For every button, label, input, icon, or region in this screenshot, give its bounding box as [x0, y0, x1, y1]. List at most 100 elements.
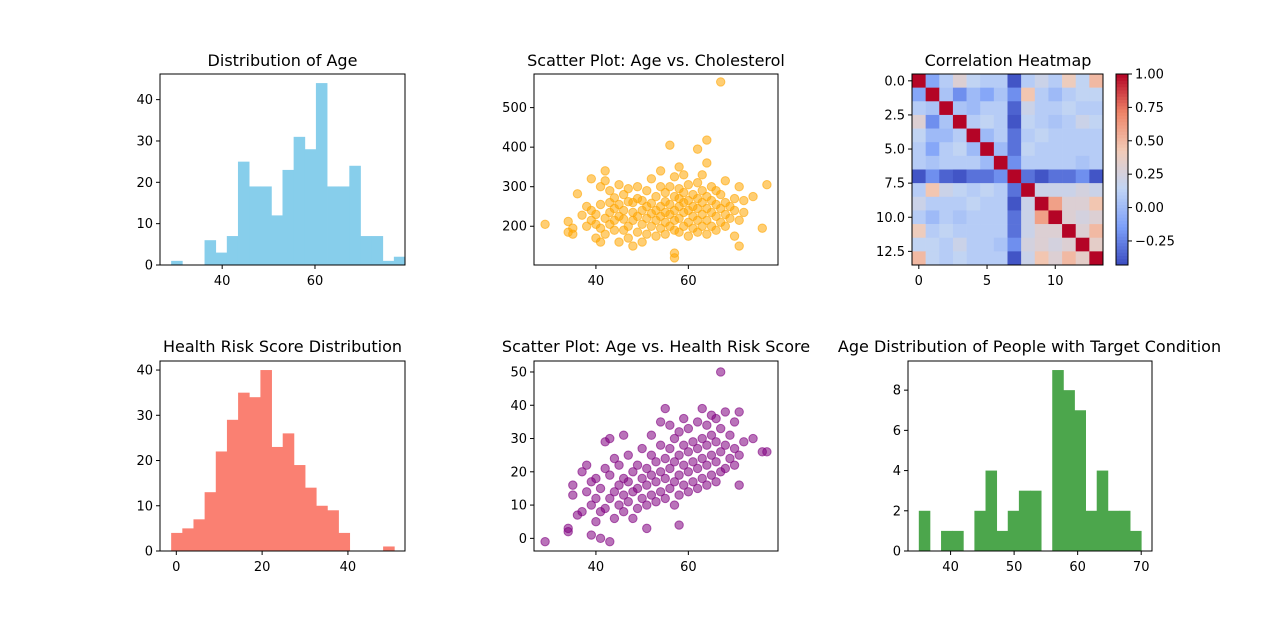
- heatmap-cell: [1075, 251, 1090, 266]
- histogram-bar: [393, 256, 406, 265]
- scatter-point: [674, 470, 684, 480]
- x-tick-label: 60: [680, 274, 697, 289]
- scatter-point: [669, 457, 680, 467]
- axes-frame: [533, 360, 779, 552]
- chart-title: Health Risk Score Distribution: [163, 337, 402, 356]
- heatmap-cell: [1075, 128, 1090, 143]
- scatter-point: [581, 487, 592, 497]
- histogram-bar: [171, 532, 183, 551]
- heatmap-cell: [980, 101, 995, 116]
- scatter-point: [725, 453, 735, 464]
- axes-frame: [911, 73, 1104, 266]
- y-tick-label: 40: [136, 93, 153, 108]
- heatmap-cell: [925, 183, 940, 198]
- correlation-heatmap-panel: Correlation Heatmap 0 5 10 0.0 2.5 5.0 7.5 10.0…: [876, 51, 1175, 289]
- heatmap-cell: [966, 155, 981, 170]
- scatter-point: [720, 176, 731, 186]
- scatter-point: [591, 473, 601, 484]
- scatter-point: [702, 480, 712, 490]
- histogram-bar: [171, 260, 183, 265]
- scatter-point: [660, 403, 670, 414]
- heatmap-cell: [1062, 155, 1077, 170]
- y-tick-label: 10.0: [876, 211, 905, 226]
- histogram-bar: [1118, 510, 1131, 551]
- colorbar-segment: [1116, 96, 1128, 100]
- scatter-point: [711, 457, 721, 467]
- histogram-bar: [260, 186, 272, 265]
- heatmap-cell: [952, 74, 967, 88]
- heatmap-cell: [939, 224, 954, 239]
- scatter-point: [748, 191, 758, 202]
- age-histogram-panel: Distribution of Age 40 60 0 10 20 30 40: [136, 51, 406, 289]
- heatmap-cell: [1048, 87, 1063, 102]
- heatmap-cell: [952, 155, 967, 170]
- colorbar-segment: [1116, 194, 1128, 199]
- heatmap-cell: [1021, 237, 1036, 252]
- scatter-point: [600, 503, 610, 514]
- histogram-bar: [1130, 530, 1142, 551]
- x-tick-label: 40: [942, 560, 959, 575]
- heatmap-cell: [1075, 87, 1090, 102]
- scatter-point: [688, 437, 698, 447]
- histogram-bar: [918, 510, 931, 551]
- scatter-point: [697, 170, 707, 180]
- heatmap-cell: [1075, 169, 1090, 184]
- colorbar-segment: [1116, 80, 1128, 85]
- heatmap-cell: [966, 183, 981, 198]
- heatmap-cell: [1089, 128, 1104, 143]
- scatter-point: [665, 420, 675, 430]
- scatter-point: [614, 180, 624, 190]
- scatter-point: [609, 487, 620, 497]
- histogram-bar: [338, 186, 350, 265]
- colorbar-segment: [1116, 245, 1128, 250]
- heatmap-cell: [980, 74, 995, 88]
- histogram-bar: [293, 136, 306, 265]
- histogram-bar: [327, 510, 339, 551]
- scatter-point: [642, 229, 652, 239]
- scatter-point: [655, 440, 666, 450]
- y-tick-label: 20: [510, 465, 527, 480]
- histogram-bar: [260, 370, 272, 551]
- heatmap-cell: [1034, 87, 1049, 102]
- heatmap-cell: [925, 87, 940, 102]
- scatter-point: [646, 450, 657, 460]
- heatmap-cell: [1007, 210, 1022, 225]
- histogram-bar: [1052, 370, 1064, 551]
- scatter-point: [748, 433, 758, 444]
- y-tick-label: 40: [136, 364, 153, 379]
- heatmap-cell: [980, 114, 995, 129]
- colorbar-tick-label: −0.25: [1135, 234, 1175, 249]
- scatter-point: [711, 477, 721, 487]
- heatmap-cell: [993, 224, 1008, 239]
- heatmap-cell: [912, 251, 926, 266]
- scatter-point: [679, 170, 689, 180]
- scatter-point: [692, 463, 703, 474]
- scatter-point: [618, 507, 629, 517]
- scatter-point: [577, 467, 587, 477]
- chart-title: Distribution of Age: [208, 51, 358, 70]
- x-tick-label: 20: [254, 560, 271, 575]
- y-tick-label: 300: [502, 180, 527, 195]
- scatter-point: [711, 413, 721, 424]
- heatmap-cell: [1062, 101, 1077, 116]
- heatmap-cell: [1034, 142, 1049, 157]
- heatmap-cell: [952, 142, 967, 157]
- heatmap-cell: [966, 142, 981, 157]
- scatter-point: [623, 450, 633, 460]
- heatmap-cell: [1089, 251, 1104, 266]
- colorbar-segment: [1116, 169, 1128, 174]
- scatter-point: [595, 199, 606, 210]
- heatmap-cell: [993, 237, 1008, 252]
- heatmap-cell: [1062, 196, 1077, 211]
- scatter-point: [688, 477, 698, 487]
- scatter-point: [618, 430, 629, 440]
- colorbar-segment: [1116, 93, 1128, 97]
- histogram-bar: [204, 240, 217, 265]
- colorbar-segment: [1116, 134, 1128, 139]
- colorbar-segment: [1116, 112, 1128, 116]
- chart-title: Age Distribution of People with Target C…: [838, 337, 1221, 356]
- heatmap-cell: [1021, 183, 1036, 198]
- histogram-bar: [382, 260, 395, 265]
- scatter-point: [628, 241, 638, 251]
- heatmap-cell: [993, 114, 1008, 129]
